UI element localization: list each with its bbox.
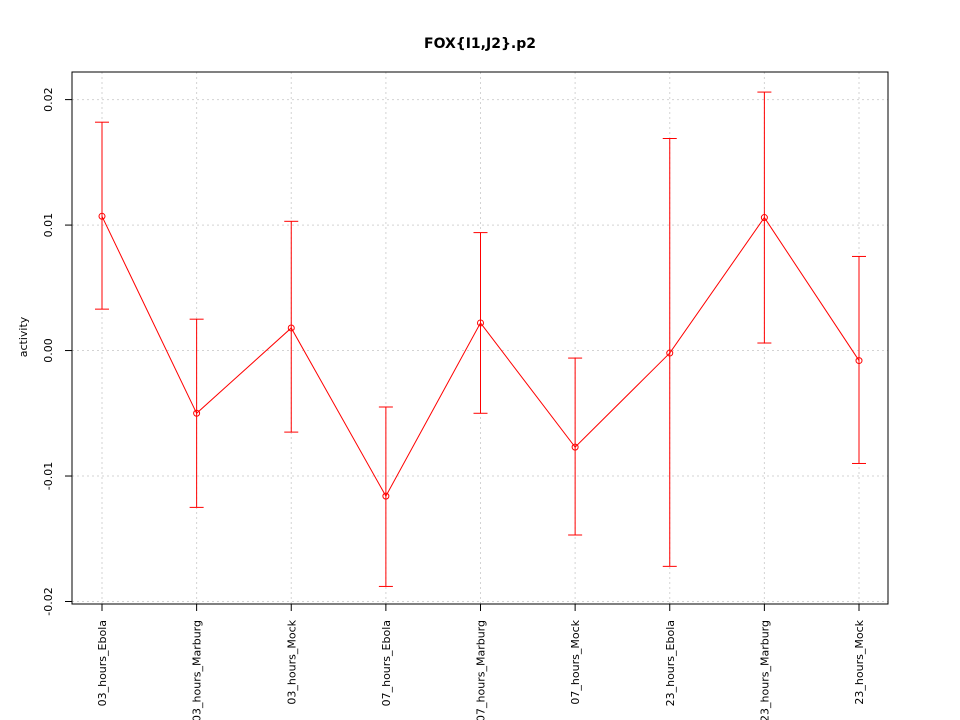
y-tick-label: 0.00 — [42, 338, 55, 363]
chart-title: FOX{I1,J2}.p2 — [424, 36, 536, 52]
data-point — [98, 212, 106, 220]
data-point — [193, 409, 201, 417]
data-point — [855, 357, 863, 365]
x-tick-label: 23_hours_Mock — [853, 619, 866, 704]
x-tick-label: 03_hours_Marburg — [191, 620, 204, 720]
x-tick-label: 07_hours_Mock — [569, 619, 582, 704]
axis-layer: 03_hours_Ebola 03_hours_Marburg 03_hours_M… — [42, 87, 866, 720]
data-layer — [95, 91, 866, 587]
x-tick-label: 23_hours_Marburg — [758, 620, 771, 720]
data-point — [477, 319, 484, 327]
x-tick-label: 07_hours_Ebola — [380, 620, 393, 706]
x-tick-label: 07_hours_Marburg — [475, 620, 488, 720]
data-point — [571, 443, 579, 451]
y-tick-label: -0.01 — [42, 462, 55, 490]
plot-frame — [71, 71, 889, 605]
y-tick-label: 0.01 — [42, 213, 55, 238]
x-tick-label: 03_hours_Mock — [285, 619, 298, 704]
data-point — [666, 349, 674, 357]
data-point — [382, 492, 390, 500]
data-point — [760, 214, 768, 222]
data-point — [287, 324, 295, 332]
y-tick-label: -0.02 — [42, 587, 55, 615]
x-tick-label: 03_hours_Ebola — [96, 620, 109, 706]
y-tick-label: 0.02 — [42, 87, 55, 112]
y-axis-label: activity — [17, 316, 30, 357]
x-tick-label: 23_hours_Ebola — [664, 620, 677, 706]
